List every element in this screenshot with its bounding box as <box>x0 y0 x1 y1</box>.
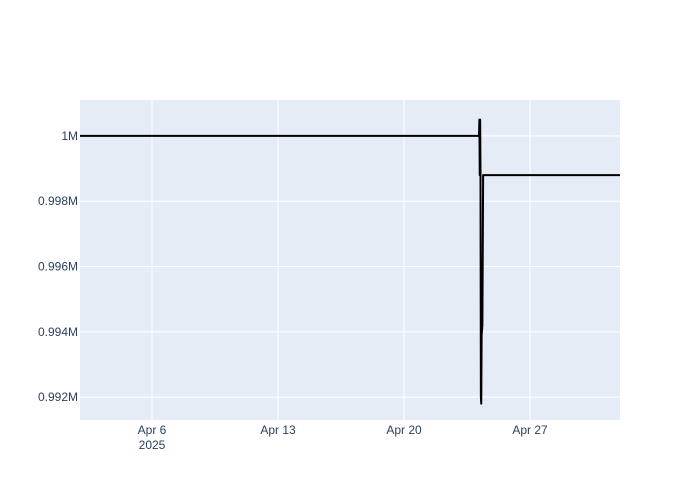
y-tick-label: 0.994M <box>38 325 78 339</box>
plot-background <box>80 100 620 420</box>
y-tick-label: 0.998M <box>38 194 78 208</box>
series-group <box>80 118 620 405</box>
y-axis: 1M 0.998M 0.996M 0.994M 0.992M <box>38 129 78 404</box>
x-tick-sublabel: 2025 <box>139 438 166 452</box>
y-tick-label: 0.992M <box>38 390 78 404</box>
x-tick-label: Apr 13 <box>260 423 296 437</box>
x-tick-label: Apr 27 <box>512 423 548 437</box>
x-tick-label: Apr 20 <box>386 423 422 437</box>
y-tick-label: 1M <box>61 129 78 143</box>
x-tick-label: Apr 6 <box>138 423 167 437</box>
y-tick-label: 0.996M <box>38 260 78 274</box>
x-gridlines <box>151 100 531 420</box>
series-line <box>80 118 620 405</box>
